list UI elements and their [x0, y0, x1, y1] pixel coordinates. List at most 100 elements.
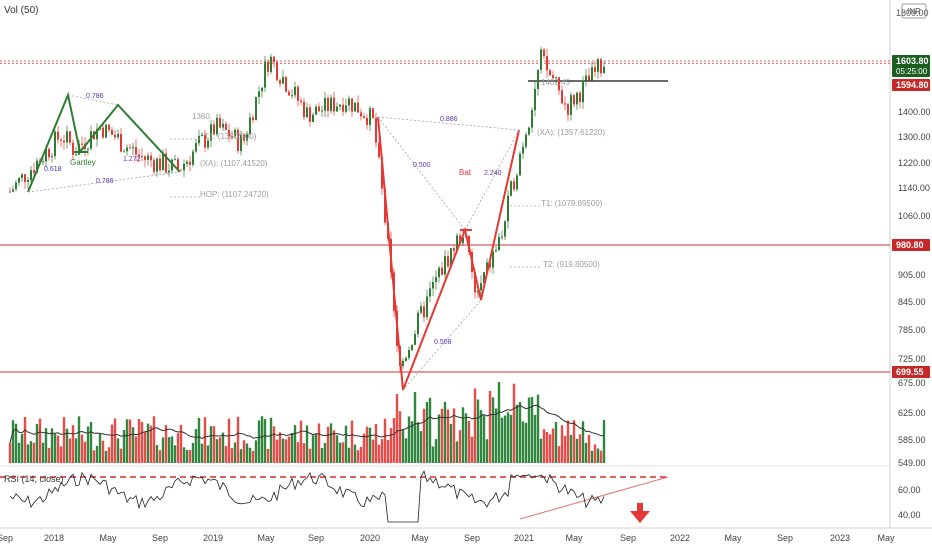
gartley-ratio-1: 0.786 — [86, 93, 104, 100]
candle-body — [483, 272, 485, 284]
candle-body — [378, 142, 380, 158]
candle-body — [87, 148, 89, 150]
candle-body — [519, 153, 521, 176]
candle-body — [285, 77, 287, 92]
volume-bar — [128, 419, 132, 463]
volume-bar — [80, 434, 84, 463]
candle-body — [207, 140, 209, 148]
candle-body — [267, 61, 269, 72]
volume-bar — [596, 448, 600, 463]
volume-bar — [74, 438, 78, 463]
volume-bar — [284, 439, 288, 463]
volume-bar — [416, 422, 420, 463]
candle-body — [258, 91, 260, 98]
volume-bar — [113, 418, 117, 463]
volume-bar — [242, 440, 246, 463]
volume-bar — [221, 432, 225, 463]
volume-bar — [56, 435, 60, 463]
volume-bar — [374, 424, 378, 463]
candle-body — [141, 156, 143, 158]
volume-bar — [206, 445, 210, 463]
candle-body — [117, 133, 119, 138]
candle-body — [105, 124, 107, 138]
candle-body — [384, 188, 386, 223]
volume-bar — [158, 450, 162, 463]
candle-body — [567, 103, 569, 115]
candle-body — [276, 62, 278, 81]
candle-body — [291, 95, 293, 97]
candle-body — [360, 112, 362, 117]
volume-bar — [326, 426, 330, 463]
level-label-left-1: T1: (1360. — [204, 132, 240, 141]
volume-bar — [149, 425, 153, 463]
volume-bar — [587, 434, 591, 463]
volume-bar — [104, 450, 108, 463]
volume-bar — [497, 382, 501, 463]
volume-bar — [50, 428, 54, 463]
volume-bar — [8, 442, 12, 463]
candle-body — [288, 91, 290, 96]
candle-body — [225, 123, 227, 130]
candle-body — [300, 100, 302, 102]
candle-body — [186, 161, 188, 164]
volume-bar — [314, 433, 318, 463]
volume-bar — [38, 418, 42, 463]
candle-body — [48, 149, 50, 158]
currency-badge[interactable] — [901, 3, 927, 19]
candle-body — [405, 357, 407, 361]
volume-bar — [98, 433, 102, 463]
candle-body — [30, 170, 32, 181]
volume-bar — [32, 442, 36, 463]
candle-body — [420, 306, 422, 313]
volume-bar — [302, 443, 306, 463]
volume-bar — [191, 442, 195, 463]
volume-bar — [134, 436, 138, 463]
candle-body — [432, 282, 434, 289]
price-axis-ticks: 1400.00 1300.00 1220.00 1140.00 1060.00 905.0… — [898, 107, 931, 468]
volume-bar — [488, 390, 492, 463]
volume-bar — [446, 409, 450, 463]
candle-body — [549, 70, 551, 76]
volume-bar — [53, 433, 57, 463]
volume-bar — [449, 423, 453, 463]
currency-label: INR — [907, 7, 921, 16]
time-tick-label: May — [877, 533, 895, 543]
volume-bar — [572, 420, 576, 463]
candle-body — [249, 117, 251, 135]
volume-bar — [164, 425, 168, 463]
volume-bar — [482, 415, 486, 463]
candle-body — [63, 140, 65, 143]
candle-body — [351, 98, 353, 112]
volume-bar — [335, 435, 339, 463]
candle-body — [582, 80, 584, 103]
volume-bar — [170, 436, 174, 463]
candle-body — [42, 161, 44, 163]
price-tag-value: 699.55 — [896, 367, 924, 377]
volume-bar — [230, 447, 234, 463]
candle-body — [531, 110, 533, 128]
candle-body — [435, 277, 437, 283]
volume-bar — [86, 426, 90, 463]
candle-body — [144, 156, 146, 160]
time-tick-label: Sep — [464, 533, 480, 543]
candle-body — [183, 163, 185, 171]
candle-body — [594, 67, 596, 72]
candle-body — [372, 108, 374, 118]
volume-bar — [599, 450, 603, 463]
candle-body — [381, 157, 383, 189]
volume-bar — [137, 418, 141, 463]
volume-bar — [392, 418, 396, 463]
candle-body — [24, 174, 26, 183]
price-tag-value: 1603.80 — [896, 56, 929, 66]
volume-bar — [293, 425, 297, 463]
volume-bar — [278, 432, 282, 463]
volume-bar — [434, 439, 438, 463]
candle-body — [495, 250, 497, 252]
candle-body — [528, 127, 530, 135]
volume-bar — [569, 434, 573, 463]
volume-bar — [272, 426, 276, 463]
volume-bar — [467, 420, 471, 463]
volume-bar — [197, 417, 201, 463]
